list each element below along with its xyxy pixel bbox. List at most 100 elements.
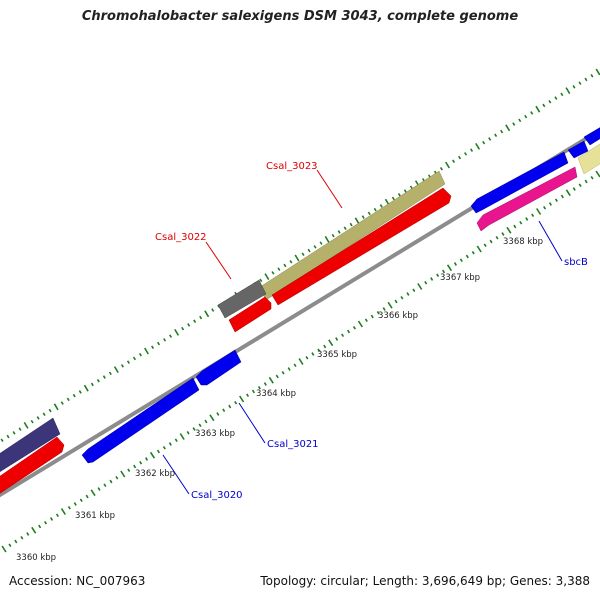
minor-tick — [464, 152, 468, 156]
map-title: Chromohalobacter salexigens DSM 3043, co… — [81, 9, 519, 24]
minor-tick — [452, 159, 456, 164]
gene-csal-3023-red[interactable] — [271, 187, 452, 306]
minor-tick — [343, 226, 347, 231]
gene-left-red[interactable] — [0, 436, 65, 500]
minor-tick — [584, 77, 588, 82]
minor-tick — [198, 423, 202, 428]
major-tick — [354, 217, 360, 225]
gene-features — [0, 124, 600, 500]
major-tick — [324, 235, 330, 243]
minor-tick — [234, 400, 238, 405]
minor-tick — [590, 175, 594, 180]
gene-label-csal-3021[interactable]: Csal_3021 — [267, 439, 319, 450]
major-tick — [357, 320, 363, 328]
minor-tick — [259, 278, 263, 283]
minor-tick — [347, 329, 351, 334]
gene-edge-blue-1[interactable] — [567, 140, 589, 159]
gene-left-navy[interactable] — [0, 417, 61, 478]
minor-tick — [439, 166, 443, 171]
major-tick — [445, 161, 450, 169]
position-label: 3363 kbp — [195, 429, 235, 439]
minor-tick — [442, 269, 446, 274]
gene-csal-3022-outer[interactable] — [217, 279, 267, 319]
minor-tick — [186, 430, 190, 435]
minor-tick — [174, 438, 178, 443]
minor-tick — [560, 92, 564, 97]
major-tick — [506, 226, 512, 234]
minor-tick — [307, 248, 311, 253]
minor-tick — [367, 211, 371, 216]
minor-tick — [394, 299, 398, 304]
minor-tick — [132, 356, 136, 361]
major-tick — [294, 254, 300, 262]
minor-tick — [8, 543, 12, 548]
minor-tick — [488, 137, 492, 141]
minor-tick — [211, 308, 215, 312]
major-tick — [179, 433, 185, 440]
gene-csal-3021-blue[interactable] — [195, 349, 242, 386]
minor-tick — [323, 344, 327, 349]
gene-sbcb-neighbor-blue[interactable] — [470, 151, 569, 214]
minor-tick — [18, 427, 22, 431]
callout-line-csal-3023 — [316, 169, 343, 209]
major-tick — [209, 414, 215, 422]
major-tick — [268, 376, 274, 384]
minor-tick — [403, 189, 407, 193]
callout-line-csal-3022 — [205, 241, 232, 280]
minor-tick — [44, 520, 48, 525]
minor-tick — [335, 337, 339, 341]
gene-label-csal-3022[interactable]: Csal_3022 — [155, 232, 207, 243]
major-tick — [417, 283, 423, 290]
gene-sbcb-magenta[interactable] — [476, 166, 578, 232]
minor-tick — [436, 273, 440, 278]
minor-tick — [277, 267, 281, 271]
minor-tick — [79, 498, 83, 503]
minor-tick — [145, 457, 149, 461]
minor-tick — [163, 338, 167, 342]
minor-tick — [489, 239, 493, 244]
major-tick — [535, 105, 541, 113]
minor-tick — [465, 254, 469, 259]
minor-tick — [470, 148, 474, 152]
minor-tick — [102, 375, 106, 379]
minor-tick — [26, 532, 30, 536]
gene-csal-3023-outer[interactable] — [259, 170, 446, 301]
minor-tick — [471, 250, 475, 255]
minor-tick — [554, 198, 558, 203]
minor-tick — [85, 494, 89, 499]
gene-pale-yellow-edge[interactable] — [577, 140, 600, 175]
minor-tick — [222, 408, 226, 413]
minor-tick — [352, 325, 356, 330]
major-tick — [476, 245, 482, 253]
minor-tick — [548, 202, 552, 206]
minor-tick — [483, 243, 487, 248]
minor-tick — [109, 479, 113, 484]
minor-tick — [409, 185, 413, 190]
minor-tick — [30, 419, 34, 424]
minor-tick — [151, 345, 155, 350]
minor-tick — [370, 314, 374, 319]
gene-csal-3020-blue[interactable] — [81, 377, 200, 464]
minor-tick — [257, 385, 261, 390]
major-tick — [144, 347, 149, 355]
minor-tick — [513, 224, 517, 229]
callout-line-csal-3021 — [238, 402, 266, 444]
minor-tick — [42, 412, 46, 417]
minor-tick — [246, 393, 250, 398]
minor-tick — [6, 434, 10, 439]
major-tick — [1, 545, 7, 553]
minor-tick — [115, 475, 119, 480]
minor-tick — [283, 263, 287, 268]
gene-label-sbcb[interactable]: sbcB — [564, 257, 588, 268]
minor-tick — [500, 129, 504, 134]
callout-line-sbcb — [538, 220, 563, 262]
minor-tick — [72, 393, 76, 398]
gene-csal-3022-red[interactable] — [228, 296, 272, 333]
gene-label-csal-3020[interactable]: Csal_3020 — [191, 490, 243, 501]
major-tick — [298, 358, 304, 365]
major-tick — [120, 470, 126, 478]
minor-tick — [543, 205, 547, 210]
gene-edge-blue-2[interactable] — [583, 124, 600, 146]
minor-tick — [96, 378, 100, 383]
gene-label-csal-3023[interactable]: Csal_3023 — [266, 161, 318, 172]
